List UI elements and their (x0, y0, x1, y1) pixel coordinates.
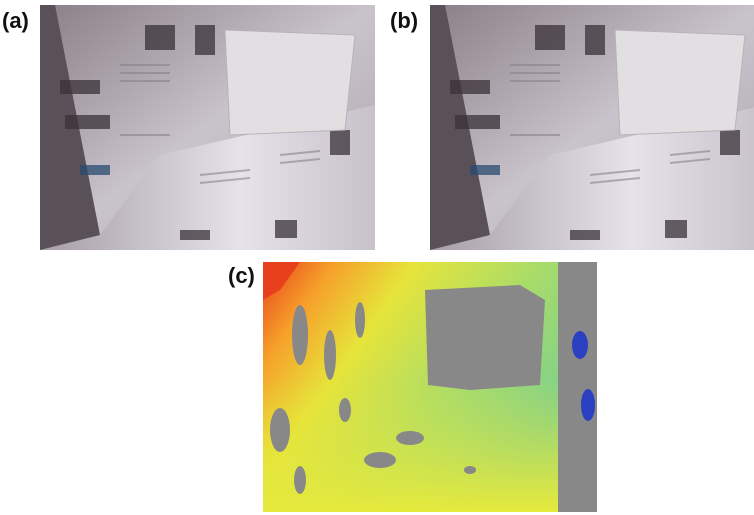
page: (a) (b) (c) (() => { const data = JSON (0, 0, 754, 515)
panel-label: (a) (2, 8, 29, 33)
figure: (a) (b) (c) (() => { const data = JSON (0, 0, 754, 515)
photo-a (40, 5, 375, 250)
panel-label: (c) (228, 263, 255, 288)
panel-label: (b) (390, 8, 418, 33)
photo-b (430, 5, 754, 250)
depth-map (263, 262, 597, 512)
